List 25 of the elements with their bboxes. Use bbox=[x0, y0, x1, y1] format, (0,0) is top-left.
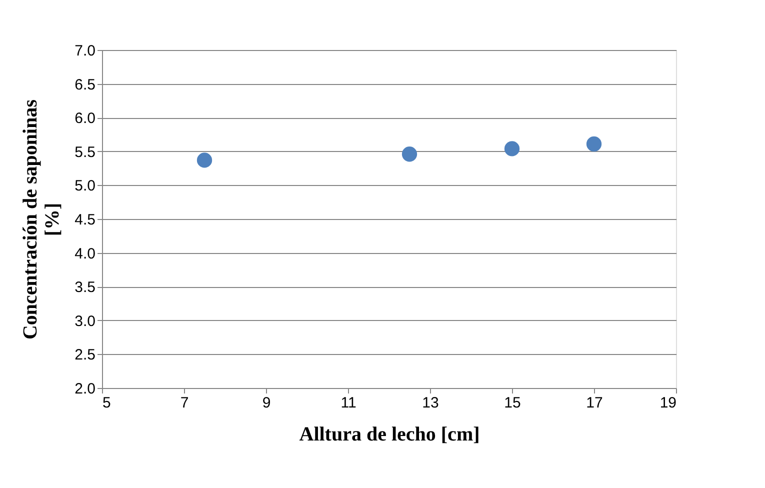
point bbox=[504, 141, 520, 156]
y-tick-label: 6.0 bbox=[74, 110, 96, 128]
y-tick-label: 5.5 bbox=[74, 144, 96, 161]
y-tick-label: 6.5 bbox=[74, 76, 96, 94]
y-tick-label: 2.0 bbox=[74, 380, 96, 398]
y-tick-label: 4.5 bbox=[74, 212, 96, 228]
point bbox=[586, 136, 602, 152]
y-tick-label: 3.5 bbox=[74, 279, 96, 296]
y-tick-label: 2.5 bbox=[74, 346, 96, 364]
x-tick-label: 9 bbox=[262, 394, 271, 412]
y-tick-label: 3.0 bbox=[74, 312, 96, 330]
x-tick-label: 11 bbox=[340, 394, 356, 412]
y-axis-title: Concentración de saponinas [%] bbox=[20, 99, 64, 340]
x-tick-label: 15 bbox=[504, 394, 521, 412]
x-tick-label: 7 bbox=[180, 394, 189, 412]
y-tick-label: 5.0 bbox=[74, 178, 96, 195]
x-tick-label: 13 bbox=[422, 394, 439, 412]
point bbox=[196, 152, 212, 168]
y-tick-label: 7.0 bbox=[74, 42, 96, 60]
x-tick-label: 5 bbox=[102, 394, 111, 412]
point bbox=[402, 146, 418, 162]
x-tick-label: 19 bbox=[660, 394, 676, 412]
x-tick-label: 17 bbox=[586, 394, 603, 412]
x-axis-title: Alltura de lecho [cm] bbox=[299, 424, 480, 446]
y-tick-label: 4.0 bbox=[74, 245, 96, 262]
